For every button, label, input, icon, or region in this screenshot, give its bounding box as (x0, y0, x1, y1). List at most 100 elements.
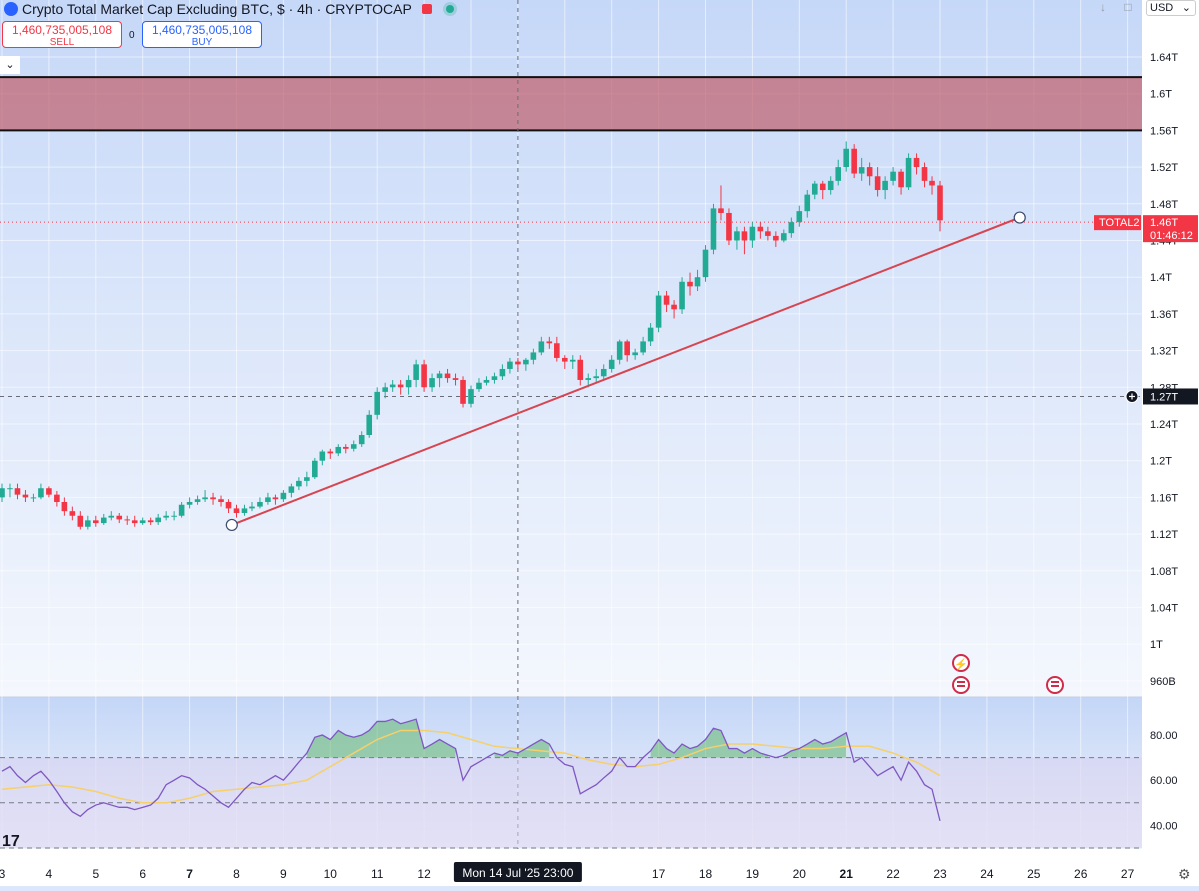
time-tick-label: 25 (1027, 867, 1041, 881)
settings-gear-icon: ⚙ (1178, 866, 1191, 882)
flag-icon[interactable] (421, 4, 432, 14)
resistance-zone[interactable] (0, 76, 1142, 132)
candle (147, 520, 154, 523)
candle (327, 451, 334, 454)
candle (843, 148, 849, 168)
candle (882, 180, 888, 191)
candle (436, 373, 443, 379)
candle (265, 497, 271, 502)
candle (14, 488, 21, 495)
collapse-chevron-icon[interactable]: ⌄ (0, 56, 20, 74)
rsi-tick-label: 60.00 (1150, 775, 1178, 787)
candle (304, 477, 310, 481)
price-tick-label: 1.08T (1150, 566, 1178, 578)
candle (765, 231, 771, 236)
candle (452, 378, 459, 380)
candle (530, 352, 537, 360)
candle (632, 352, 638, 356)
candle (186, 501, 193, 505)
candle (811, 183, 818, 195)
time-tick-label: 18 (699, 867, 713, 881)
candle (851, 148, 857, 174)
candle (421, 364, 427, 388)
candle (171, 515, 177, 517)
candle (139, 520, 146, 524)
candle (687, 281, 693, 287)
candle (921, 167, 928, 181)
price-tick-label: 1.48T (1150, 199, 1178, 211)
chart-title[interactable]: Crypto Total Market Cap Excluding BTC, $… (22, 1, 412, 17)
candle (163, 515, 169, 518)
candle (694, 277, 701, 287)
candle (350, 444, 357, 449)
us-flag-event-icon[interactable] (1046, 676, 1064, 694)
candle (804, 194, 811, 212)
resistance-zone-fill (0, 77, 1142, 131)
candle (155, 517, 161, 523)
crosshair (0, 0, 1142, 849)
candle (523, 359, 529, 365)
candle (577, 359, 584, 380)
price-tick-label: 1.24T (1150, 419, 1178, 431)
candle (116, 515, 123, 520)
candle (108, 515, 115, 518)
trendline-start-handle (225, 518, 238, 532)
download-icon[interactable]: ↓ (1100, 0, 1106, 14)
currency-select[interactable]: USD ⌄ (1146, 0, 1196, 16)
candle (429, 378, 435, 388)
candle (194, 499, 201, 502)
candle (858, 167, 865, 174)
tradingview-logo: 17 (2, 833, 20, 850)
candle (413, 364, 419, 380)
trendline[interactable] (225, 211, 1026, 532)
candle (905, 157, 912, 188)
candle (46, 488, 52, 495)
buy-price: 1,460,735,005,108 (151, 23, 253, 37)
price-axis-background (1142, 0, 1199, 886)
last-price-label-bg (1143, 215, 1198, 243)
time-tick-label: 21 (840, 867, 854, 881)
sell-button[interactable]: 1,460,735,005,108 SELL (2, 21, 122, 48)
buy-button[interactable]: 1,460,735,005,108 BUY (142, 21, 262, 48)
price-tick-label: 1.12T (1150, 529, 1178, 541)
candle (444, 373, 451, 379)
candle (710, 208, 717, 250)
candle (210, 497, 216, 500)
fullscreen-icon[interactable]: □ (1124, 0, 1132, 14)
market-status-icon[interactable] (445, 5, 454, 13)
candle (241, 508, 248, 513)
spread-value: 0 (129, 30, 135, 41)
candle (233, 508, 240, 513)
candle (249, 506, 255, 509)
us-flag-event-icon[interactable] (952, 676, 970, 694)
candle (702, 249, 709, 278)
trendline-line (231, 216, 1021, 526)
time-tick-label: 20 (793, 867, 807, 881)
candle (319, 451, 326, 461)
candle (499, 368, 506, 377)
rsi-indicator: 17 (0, 718, 1142, 850)
lightning-event-icon[interactable]: ⚡ (952, 654, 970, 672)
candle (734, 231, 740, 241)
rsi-axis[interactable]: 80.00 60.00 40.00 (1150, 730, 1178, 832)
candle (773, 235, 779, 241)
time-axis[interactable]: 3456789101112131718192021222324252627Mon… (0, 862, 1191, 882)
candle (640, 341, 646, 353)
time-tick-label: 9 (280, 867, 287, 881)
price-tick-label: 1.32T (1150, 346, 1178, 358)
price-axis[interactable]: 1.64T1.6T1.56T1.52T1.48T1.44T1.4T1.36T1.… (1150, 52, 1178, 688)
candle (366, 414, 373, 436)
candle (288, 486, 295, 493)
candle (913, 157, 920, 168)
candle (460, 379, 466, 404)
time-tick-label: 26 (1074, 867, 1088, 881)
time-tick-label: 8 (233, 867, 240, 881)
candle (655, 295, 662, 328)
candle (874, 176, 881, 191)
candle (93, 520, 99, 524)
cryptocap-logo-icon (4, 2, 18, 16)
time-tick-label: 5 (92, 867, 99, 881)
